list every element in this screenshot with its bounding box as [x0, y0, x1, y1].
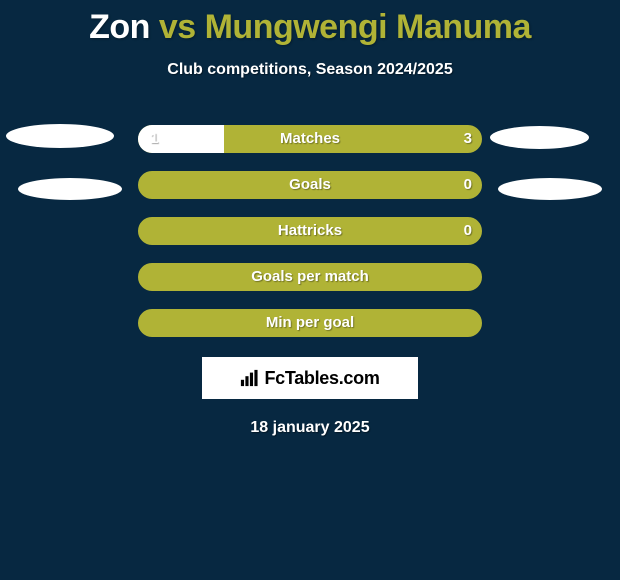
- value-player1: [150, 171, 190, 199]
- page-title: Zon vs Mungwengi Manuma: [0, 0, 620, 47]
- stat-row: Min per goal: [0, 309, 620, 337]
- brand-label: FcTables.com: [240, 368, 379, 389]
- stat-row: Hattricks0: [0, 217, 620, 245]
- value-player1: [150, 217, 190, 245]
- avatar-placeholder: [6, 124, 114, 148]
- stat-row: Goals per match: [0, 263, 620, 291]
- value-player2: 0: [442, 217, 472, 245]
- subtitle: Club competitions, Season 2024/2025: [0, 61, 620, 79]
- title-vs: vs: [159, 8, 196, 46]
- bar-label: Goals per match: [138, 263, 482, 291]
- brand-text: FcTables.com: [264, 368, 379, 389]
- title-player2: Mungwengi Manuma: [205, 8, 531, 46]
- comparison-chart: Matches13Goals0Hattricks0Goals per match…: [0, 125, 620, 337]
- date-label: 18 january 2025: [0, 419, 620, 437]
- value-player1: 1: [150, 125, 190, 153]
- avatar-placeholder: [18, 178, 122, 200]
- title-player1: Zon: [89, 8, 150, 46]
- bar-label: Min per goal: [138, 309, 482, 337]
- value-player2: 0: [442, 171, 472, 199]
- brand-box: FcTables.com: [202, 357, 418, 399]
- value-player2: 3: [442, 125, 472, 153]
- avatar-placeholder: [490, 126, 589, 149]
- avatar-placeholder: [498, 178, 602, 200]
- bar-chart-icon: [240, 369, 258, 387]
